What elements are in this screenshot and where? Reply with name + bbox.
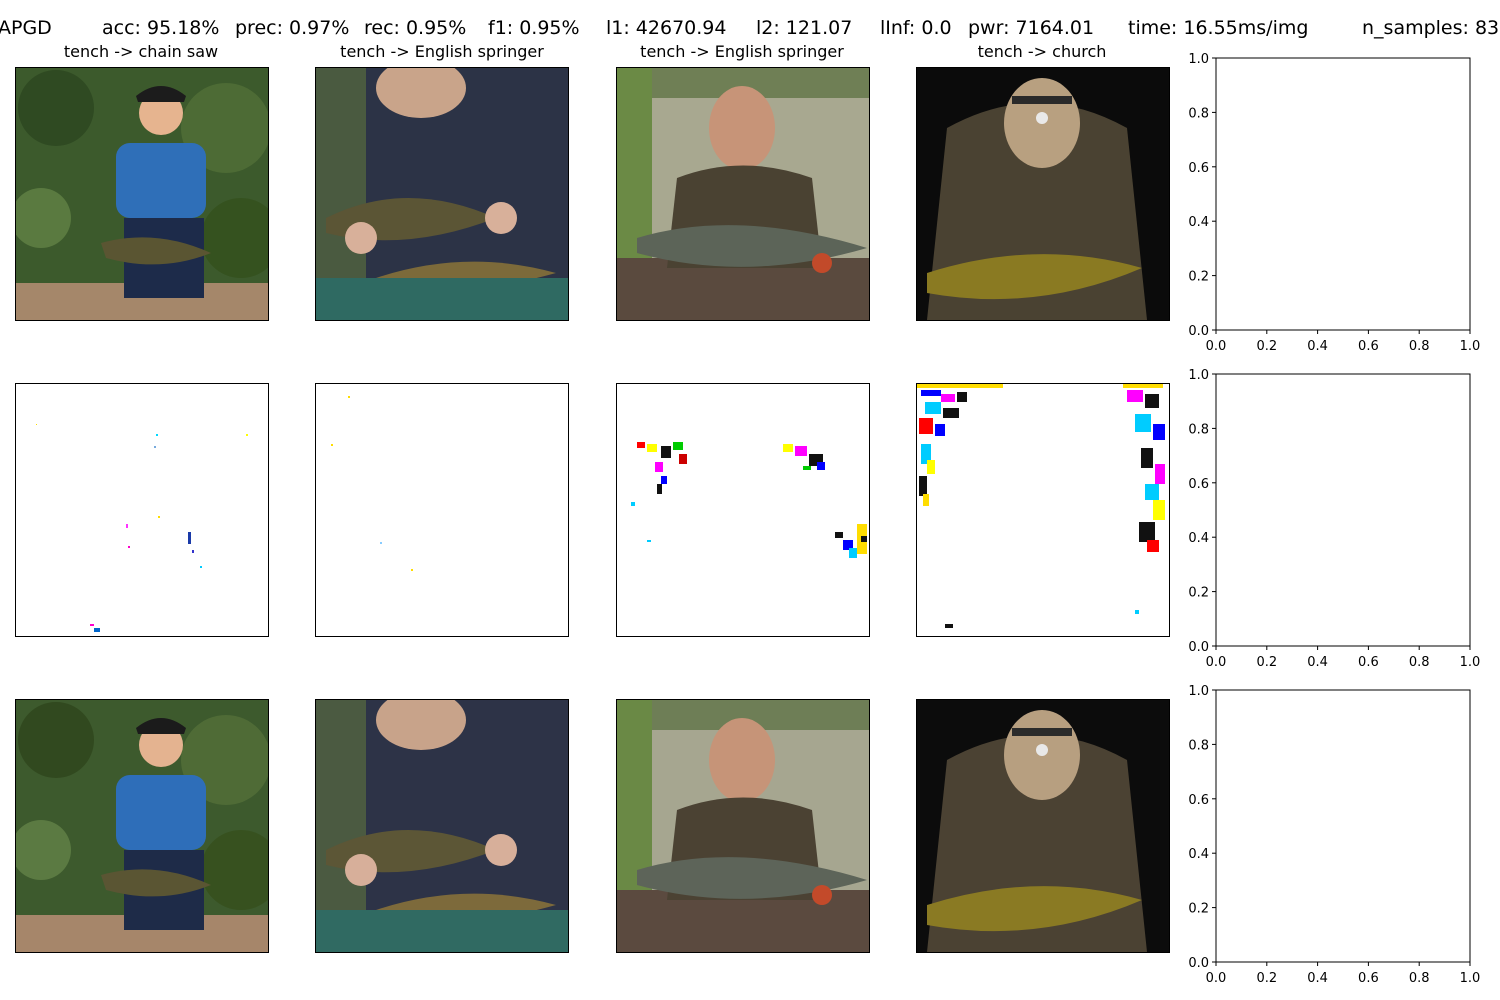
x-tick-label: 0.4 xyxy=(1307,655,1328,670)
y-tick-label: 0.0 xyxy=(1188,956,1209,971)
x-tick-label: 0.2 xyxy=(1256,339,1277,354)
y-tick-label: 0.6 xyxy=(1188,477,1209,492)
y-tick-label: 0.4 xyxy=(1188,847,1209,862)
axes-frame-1 xyxy=(1215,57,1471,331)
perturbation-image-3 xyxy=(616,383,870,637)
x-tick-label: 0.8 xyxy=(1409,339,1430,354)
x-tick-label: 0.0 xyxy=(1206,655,1227,670)
axes-frame-2 xyxy=(1215,373,1471,647)
x-tick-label: 1.0 xyxy=(1460,339,1481,354)
y-tick-label: 1.0 xyxy=(1188,368,1209,383)
y-tick-label: 1.0 xyxy=(1188,52,1209,67)
y-tick-label: 0.6 xyxy=(1188,793,1209,808)
y-tick-label: 0.8 xyxy=(1188,106,1209,121)
x-tick-label: 0.6 xyxy=(1358,655,1379,670)
precision-metric: prec: 0.97% xyxy=(235,17,350,39)
y-tick-label: 0.2 xyxy=(1188,586,1209,601)
original-image-4 xyxy=(916,67,1170,321)
panel-title-2: tench -> English springer xyxy=(340,42,544,61)
y-tick-label: 0.2 xyxy=(1188,270,1209,285)
adversarial-image-3 xyxy=(616,699,870,953)
original-image-3 xyxy=(616,67,870,321)
x-tick-label: 0.8 xyxy=(1409,971,1430,986)
empty-axes-column: 0.0 0.2 0.4 0.6 0.8 1.00.00.20.40.60.81.00.0 0… xyxy=(1188,52,1481,986)
perturbation-image-4 xyxy=(916,383,1170,637)
y-tick-label: 0.8 xyxy=(1188,738,1209,753)
y-tick-label: 0.8 xyxy=(1188,422,1209,437)
n-samples-metric: n_samples: 83 xyxy=(1362,17,1500,39)
linf-metric: lInf: 0.0 xyxy=(880,17,952,39)
recall-metric: rec: 0.95% xyxy=(364,17,467,39)
y-tick-label: 0.4 xyxy=(1188,215,1209,230)
x-tick-label: 0.6 xyxy=(1358,971,1379,986)
x-tick-label: 0.6 xyxy=(1358,339,1379,354)
panel-title-1: tench -> chain saw xyxy=(63,42,219,61)
adversarial-image-2 xyxy=(315,699,569,953)
y-tick-label: 1.0 xyxy=(1188,684,1209,699)
x-tick-label: 0.4 xyxy=(1307,339,1328,354)
perturbation-image-1 xyxy=(15,383,269,637)
x-tick-label: 0.8 xyxy=(1409,655,1430,670)
x-tick-label: 0.0 xyxy=(1206,339,1227,354)
original-image-2 xyxy=(315,67,569,321)
accuracy-metric: acc: 95.18% xyxy=(102,17,220,39)
original-image-1 xyxy=(15,67,269,321)
y-tick-label: 0.4 xyxy=(1188,531,1209,546)
x-tick-label: 0.4 xyxy=(1307,971,1328,986)
y-tick-label: 0.6 xyxy=(1188,161,1209,176)
l2-metric: l2: 121.07 xyxy=(756,17,853,39)
x-tick-label: 0.0 xyxy=(1206,971,1227,986)
perturbation-image-2 xyxy=(315,383,569,637)
power-metric: pwr: 7164.01 xyxy=(968,17,1095,39)
x-tick-label: 0.2 xyxy=(1256,971,1277,986)
adversarial-image-1 xyxy=(15,699,269,953)
f1-metric: f1: 0.95% xyxy=(488,17,580,39)
metrics-header: APGD acc: 95.18% prec: 0.97% rec: 0.95% … xyxy=(0,14,1500,42)
time-metric: time: 16.55ms/img xyxy=(1128,17,1309,39)
axes-frame-3 xyxy=(1215,689,1471,963)
panel-title-3: tench -> English springer xyxy=(640,42,844,61)
panel-title-4: tench -> church xyxy=(977,42,1107,61)
x-tick-label: 1.0 xyxy=(1460,655,1481,670)
x-tick-label: 1.0 xyxy=(1460,971,1481,986)
y-tick-label: 0.0 xyxy=(1188,640,1209,655)
adversarial-image-4 xyxy=(916,699,1170,953)
y-tick-label: 0.0 xyxy=(1188,324,1209,339)
x-tick-label: 0.2 xyxy=(1256,655,1277,670)
l1-metric: l1: 42670.94 xyxy=(606,17,727,39)
method-label: APGD xyxy=(0,17,52,39)
y-tick-label: 0.2 xyxy=(1188,902,1209,917)
